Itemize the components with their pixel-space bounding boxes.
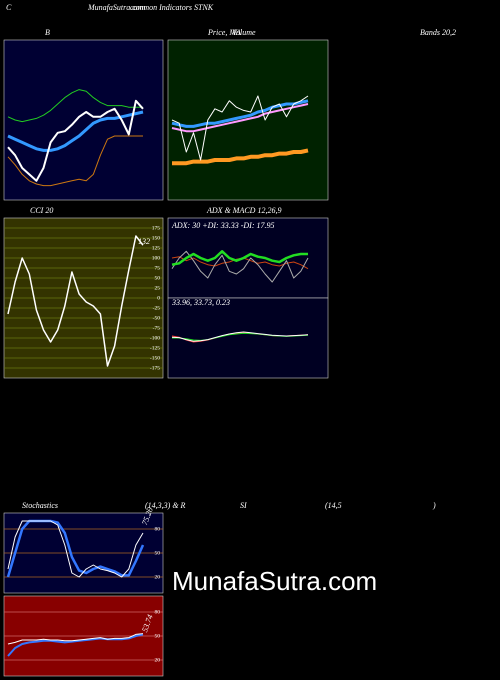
watermark: MunafaSutra.com xyxy=(172,566,377,596)
panel-title: Bands 20,2 xyxy=(420,28,456,37)
y-tick-label: 0 xyxy=(157,295,160,301)
y-tick-label: 100 xyxy=(152,255,161,261)
series-line xyxy=(7,633,144,657)
series-line xyxy=(171,95,309,161)
series-line xyxy=(172,148,309,166)
y-tick-label: -150 xyxy=(150,355,160,361)
panel-title: B xyxy=(45,28,50,37)
header-left: C xyxy=(6,3,12,12)
y-tick-label: 20 xyxy=(155,574,161,580)
y-tick-label: -25 xyxy=(153,305,161,311)
panel-title: ) xyxy=(432,501,436,510)
y-tick-label: -175 xyxy=(150,365,160,371)
series-line xyxy=(171,103,309,133)
y-tick-label: 20 xyxy=(155,657,161,663)
y-tick-label: -100 xyxy=(150,335,160,341)
series-line xyxy=(7,235,144,367)
panel-note: ADX: 30 +DI: 33.33 -DI: 17.95 xyxy=(171,221,275,230)
site-name: MunafaSutra.com xyxy=(87,3,146,12)
y-tick-label: 80 xyxy=(155,609,161,615)
y-tick-label: 125 xyxy=(152,245,161,251)
last-value-label: 132 xyxy=(138,237,150,246)
series-line xyxy=(171,331,309,342)
panel-note: 33.96, 33.73, 0.23 xyxy=(171,298,230,307)
y-tick-label: 150 xyxy=(152,235,161,241)
series-line xyxy=(171,250,308,266)
panel-title: ADX & MACD 12,26,9 xyxy=(206,206,281,215)
y-tick-label: 50 xyxy=(155,633,161,639)
y-tick-label: 80 xyxy=(155,526,161,532)
panel-title: (14,5 xyxy=(325,501,342,510)
series-line xyxy=(171,250,309,283)
panel-subtitle: Volume xyxy=(232,28,256,37)
y-tick-label: 50 xyxy=(155,550,161,556)
y-tick-label: 25 xyxy=(155,285,161,291)
series-line xyxy=(7,520,144,578)
y-tick-label: -125 xyxy=(150,345,160,351)
series-line xyxy=(7,99,144,182)
series-line xyxy=(7,633,144,645)
header-subtitle: common Indicators STNK xyxy=(130,3,214,12)
series-line xyxy=(7,135,143,187)
y-tick-label: -50 xyxy=(153,315,161,321)
panel-title: CCI 20 xyxy=(30,206,53,215)
panel-title: SI xyxy=(240,501,247,510)
y-tick-label: 50 xyxy=(155,275,161,281)
series-line xyxy=(7,89,143,123)
y-tick-label: 75 xyxy=(155,265,161,271)
y-tick-label: 175 xyxy=(152,225,161,231)
panel-title: (14,3,3) & R xyxy=(145,501,186,510)
y-tick-label: -75 xyxy=(153,325,161,331)
panel-title: Stochastics xyxy=(22,501,58,510)
series-line xyxy=(171,99,309,128)
panel xyxy=(167,297,329,379)
panel-title: Price, MA xyxy=(207,28,241,37)
